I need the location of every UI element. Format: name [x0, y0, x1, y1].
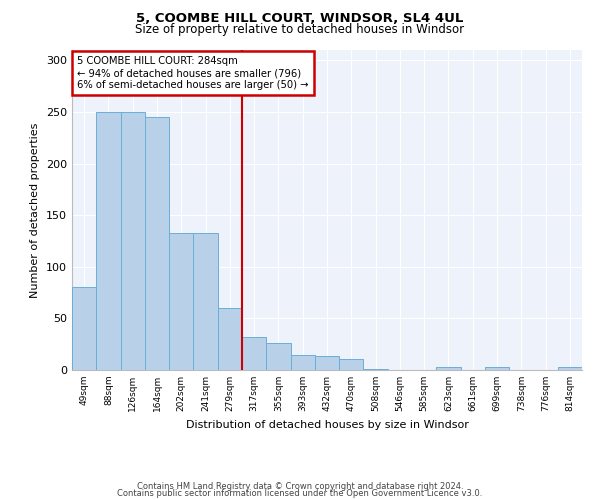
Text: 5 COOMBE HILL COURT: 284sqm
← 94% of detached houses are smaller (796)
6% of sem: 5 COOMBE HILL COURT: 284sqm ← 94% of det… — [77, 56, 308, 90]
Bar — [96, 112, 121, 370]
Bar — [339, 358, 364, 370]
Bar — [218, 308, 242, 370]
Text: 5, COOMBE HILL COURT, WINDSOR, SL4 4UL: 5, COOMBE HILL COURT, WINDSOR, SL4 4UL — [136, 12, 464, 26]
Y-axis label: Number of detached properties: Number of detached properties — [31, 122, 40, 298]
Bar — [266, 343, 290, 370]
Bar — [145, 117, 169, 370]
Bar — [558, 367, 582, 370]
X-axis label: Distribution of detached houses by size in Windsor: Distribution of detached houses by size … — [185, 420, 469, 430]
Bar — [315, 356, 339, 370]
Bar — [72, 288, 96, 370]
Bar — [169, 232, 193, 370]
Bar — [193, 232, 218, 370]
Bar — [364, 369, 388, 370]
Text: Contains HM Land Registry data © Crown copyright and database right 2024.: Contains HM Land Registry data © Crown c… — [137, 482, 463, 491]
Text: Size of property relative to detached houses in Windsor: Size of property relative to detached ho… — [136, 22, 464, 36]
Bar — [290, 354, 315, 370]
Bar — [242, 337, 266, 370]
Text: Contains public sector information licensed under the Open Government Licence v3: Contains public sector information licen… — [118, 490, 482, 498]
Bar — [436, 367, 461, 370]
Bar — [485, 367, 509, 370]
Bar — [121, 112, 145, 370]
